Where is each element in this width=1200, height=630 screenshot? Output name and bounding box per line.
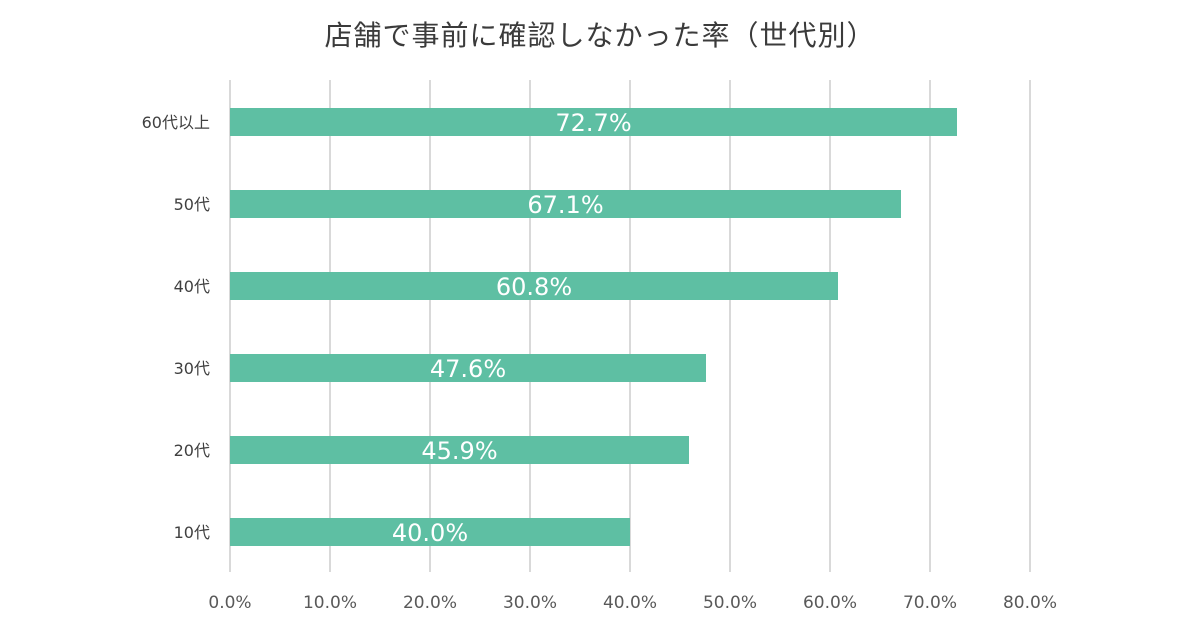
category-label: 20代 bbox=[174, 441, 210, 460]
category-label: 40代 bbox=[174, 277, 210, 296]
bar bbox=[230, 272, 838, 300]
grid-lines bbox=[229, 80, 1031, 572]
data-label: 60.8% bbox=[496, 273, 572, 301]
x-tick-label: 10.0% bbox=[303, 593, 357, 613]
data-label: 67.1% bbox=[527, 191, 603, 219]
labels: 0.0% 10.0% 20.0% 30.0% 40.0% 50.0% 60.0% 70.0% 8… bbox=[142, 109, 1057, 613]
x-tick-label: 30.0% bbox=[503, 593, 557, 613]
x-tick-label: 0.0% bbox=[208, 593, 251, 613]
x-tick-label: 70.0% bbox=[903, 593, 957, 613]
x-tick-label: 20.0% bbox=[403, 593, 457, 613]
x-tick-label: 50.0% bbox=[703, 593, 757, 613]
x-tick-label: 80.0% bbox=[1003, 593, 1057, 613]
data-label: 45.9% bbox=[421, 437, 497, 465]
data-label: 40.0% bbox=[392, 519, 468, 547]
category-label: 60代以上 bbox=[142, 113, 210, 132]
data-label: 47.6% bbox=[430, 355, 506, 383]
x-tick-label: 60.0% bbox=[803, 593, 857, 613]
x-tick-label: 40.0% bbox=[603, 593, 657, 613]
bar bbox=[230, 436, 689, 464]
bar bbox=[230, 108, 957, 136]
category-label: 50代 bbox=[174, 195, 210, 214]
category-label: 10代 bbox=[174, 523, 210, 542]
bar bbox=[230, 190, 901, 218]
bars bbox=[230, 108, 957, 546]
data-label: 72.7% bbox=[555, 109, 631, 137]
bar bbox=[230, 518, 630, 546]
bar bbox=[230, 354, 706, 382]
chart-title: 店舗で事前に確認しなかった率（世代別） bbox=[324, 19, 876, 52]
category-label: 30代 bbox=[174, 359, 210, 378]
